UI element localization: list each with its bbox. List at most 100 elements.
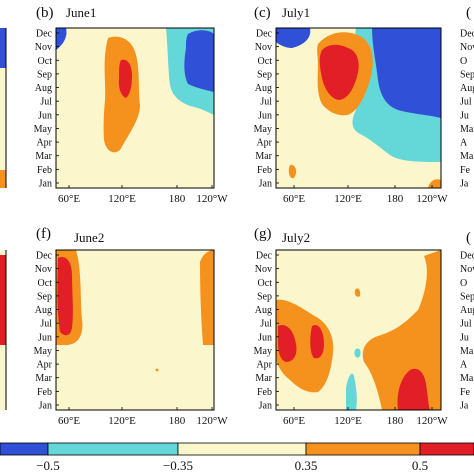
plot-area-june1 <box>55 27 215 189</box>
orange-large-right-july2 <box>362 250 441 410</box>
y-tick-label: Jan <box>259 401 272 412</box>
x-tick-label: 120°E <box>108 193 136 205</box>
right-edge-tick-label: Ma <box>460 346 474 357</box>
colorbar-segment <box>177 442 307 456</box>
panel-title-july2: July2 <box>282 230 310 245</box>
x-tick-label: 60°E <box>283 415 305 427</box>
left-edge-top <box>0 28 7 188</box>
panel-letter-f: (f) <box>36 226 51 242</box>
y-tick-label: Aug <box>35 83 52 94</box>
right-edge-tick-label: Sep <box>460 291 474 302</box>
panel-letter-c: (c) <box>254 5 271 21</box>
y-tick-label: Jan <box>259 179 272 190</box>
y-tick-label: Jun <box>258 110 272 121</box>
plot-area-july2 <box>275 249 442 411</box>
right-edge-tick-label: Aug <box>460 83 474 94</box>
orange-bottom-left-july1 <box>288 164 297 179</box>
right-edge-top: ( Dec Nov O Sep Aug Jul Ju Ma A Ma Fe Ja <box>460 5 474 190</box>
panel-letter-g: (g) <box>254 226 272 242</box>
y-tick-label: Apr <box>256 138 272 149</box>
x-tick-label: 120°W <box>196 415 228 427</box>
blue-corner-june1 <box>56 28 67 50</box>
y-tick-label: Dec <box>256 29 273 40</box>
orange-region-june1 <box>103 36 140 153</box>
blue-region-july1 <box>372 28 441 118</box>
y-tick-label: Sep <box>257 69 272 80</box>
y-tick-label: Jul <box>40 97 52 108</box>
y-tick-label: Jul <box>260 319 272 330</box>
colorbar-segment <box>419 442 474 456</box>
right-edge-tick-label: Jul <box>460 97 472 108</box>
axes-panel-2: Jan Feb Mar Apr May Jun Jul Aug Sep Oct Nov Dec 60°E… <box>34 251 229 428</box>
red-region-july1 <box>319 44 359 100</box>
right-edge-tick-label: Ma <box>460 373 474 384</box>
y-tick-label: Mar <box>35 151 52 162</box>
x-tick-label: 180 <box>387 193 404 205</box>
left-edge-top-blue <box>0 28 6 68</box>
x-tick-label: 180 <box>169 415 186 427</box>
colorbar-segment <box>305 442 421 456</box>
y-tick-label: Jul <box>260 97 272 108</box>
y-tick-label: Nov <box>35 264 52 275</box>
right-edge-tick-label: Ja <box>460 401 469 412</box>
x-tick-label: 60°E <box>283 193 305 205</box>
y-tick-label: May <box>254 346 272 357</box>
left-edge-top-orange <box>0 170 6 188</box>
orange-small-july2 <box>354 288 361 297</box>
right-edge-tick-label: Nov <box>460 264 474 275</box>
cyan-dot-july2 <box>354 348 361 358</box>
y-tick-label: Sep <box>257 291 272 302</box>
colorbar-segment <box>47 442 179 456</box>
blue-corner-july1 <box>276 28 311 48</box>
orange-right-june2 <box>200 250 214 345</box>
plot-area-july1 <box>275 27 442 189</box>
right-edge-letter-bottom: ( <box>466 230 471 246</box>
red-region-left-july2 <box>278 324 324 362</box>
y-tick-label: Nov <box>255 42 272 53</box>
panel-june2: (f) June2 <box>36 226 215 411</box>
y-tick-label: Jan <box>39 179 52 190</box>
panel-july1: (c) July1 <box>254 5 442 189</box>
panel-title-july1: July1 <box>282 5 310 20</box>
colorbar: −0.5 −0.35 0.35 0.5 <box>0 442 474 473</box>
panel-july2: (g) July2 <box>254 226 442 411</box>
left-edge-bottom-red <box>0 255 6 345</box>
y-tick-label: Jun <box>38 110 52 121</box>
y-tick-label: Mar <box>255 151 272 162</box>
right-edge-tick-label: Ma <box>460 151 474 162</box>
y-tick-label: Apr <box>36 360 52 371</box>
axes-panel-1: Jan Feb Mar Apr May Jun Jul Aug Sep Oct Nov Dec 60°E… <box>254 29 449 206</box>
y-tick-label: Feb <box>257 165 272 176</box>
y-tick-label: Aug <box>255 305 272 316</box>
blue-region-june1 <box>184 30 214 92</box>
y-tick-label: Nov <box>255 264 272 275</box>
y-tick-label: Nov <box>35 42 52 53</box>
y-tick-label: Dec <box>36 29 53 40</box>
red-region-june2 <box>57 256 73 336</box>
x-tick-label: 60°E <box>58 415 80 427</box>
colorbar-tick-label: −0.35 <box>163 458 193 473</box>
red-region-june1 <box>118 59 132 98</box>
y-tick-label: Jun <box>258 332 272 343</box>
y-tick-label: Jun <box>38 332 52 343</box>
y-tick-label: Sep <box>37 291 52 302</box>
orange-bottom-right-july1 <box>428 179 441 188</box>
y-tick-label: Oct <box>38 56 53 67</box>
y-tick-label: Apr <box>256 360 272 371</box>
y-tick-label: Jul <box>40 319 52 330</box>
y-tick-label: Oct <box>38 278 53 289</box>
x-tick-label: 120°W <box>416 193 448 205</box>
axes-layer: Jan Feb Mar Apr May Jun Jul Aug Sep Oct Nov Dec 60°E… <box>34 29 449 428</box>
right-edge-tick-label: Fe <box>460 165 471 176</box>
cyan-region-july2 <box>346 373 357 410</box>
x-tick-label: 120°E <box>334 415 362 427</box>
panel-letter-b: (b) <box>36 5 54 21</box>
right-edge-tick-label: Ja <box>460 179 469 190</box>
panel-title-june2: June2 <box>74 230 104 245</box>
y-tick-label: Oct <box>258 278 273 289</box>
colorbar-tick-label: 0.35 <box>295 458 318 473</box>
x-tick-label: 180 <box>169 193 186 205</box>
right-edge-tick-label: Jul <box>460 319 472 330</box>
y-tick-label: Mar <box>255 373 272 384</box>
y-tick-label: Jan <box>39 401 52 412</box>
